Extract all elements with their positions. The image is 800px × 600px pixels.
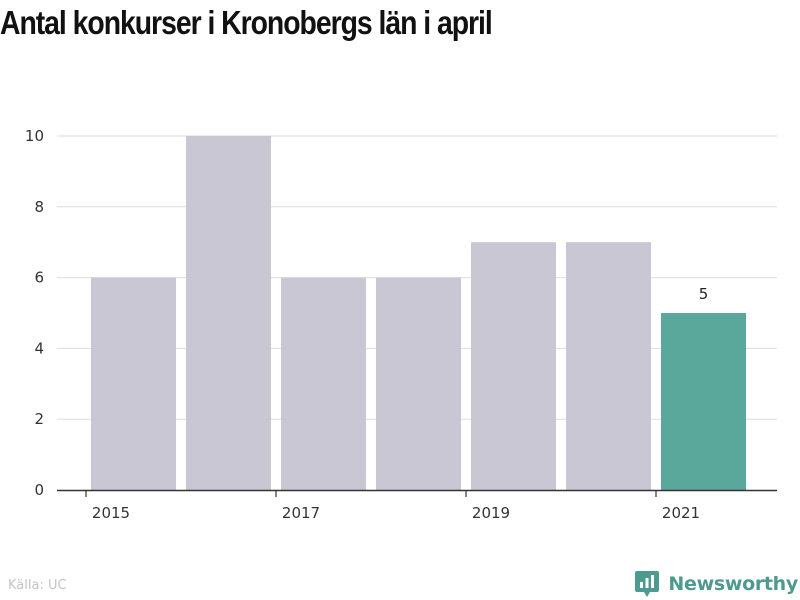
bar-2020 [566, 242, 651, 490]
bar-2015 [91, 277, 176, 490]
x-tick-label: 2017 [282, 504, 320, 522]
y-tick-label: 4 [34, 339, 44, 357]
y-tick-label: 10 [25, 127, 44, 145]
bar-2018 [376, 277, 461, 490]
labels: 0 2 4 6 8 10 5 2015 2017 2019 2021 [25, 127, 708, 522]
x-tick-label: 2019 [472, 504, 510, 522]
y-tick-label: 0 [34, 481, 44, 499]
y-tick-label: 2 [34, 410, 44, 428]
x-tick-label: 2021 [662, 504, 700, 522]
chart-title: Antal konkurser i Kronobergs län i april [0, 4, 493, 41]
brand-name: Newsworthy [668, 573, 798, 595]
source-note: Källa: UC [8, 578, 67, 593]
data-label: 5 [699, 285, 709, 303]
bars [91, 136, 746, 490]
x-tick-label: 2015 [92, 504, 130, 522]
bar-2021 [661, 313, 746, 490]
y-tick-label: 8 [34, 198, 44, 216]
bar-2016 [186, 136, 271, 490]
newsworthy-logo-icon [635, 571, 660, 597]
brand-logo: Newsworthy [634, 570, 798, 598]
y-tick-label: 6 [34, 269, 44, 287]
axes [57, 489, 777, 497]
bar-2019 [471, 242, 556, 490]
bar-2017 [281, 277, 366, 490]
